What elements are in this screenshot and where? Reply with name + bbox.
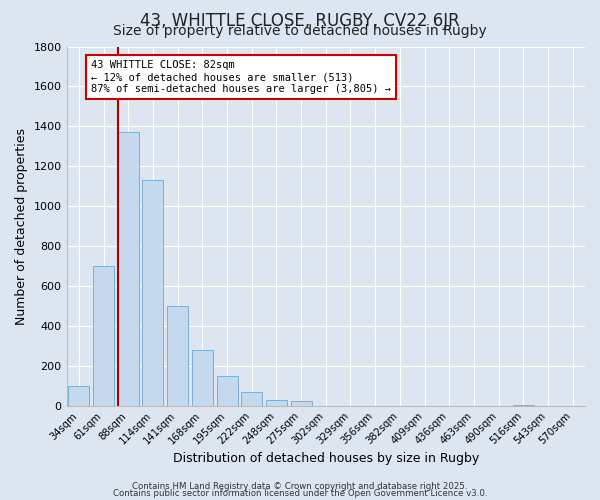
- Bar: [68, 386, 89, 406]
- Bar: [241, 392, 262, 406]
- Bar: [118, 132, 139, 406]
- Y-axis label: Number of detached properties: Number of detached properties: [15, 128, 28, 324]
- Text: Contains public sector information licensed under the Open Government Licence v3: Contains public sector information licen…: [113, 490, 487, 498]
- Text: 43 WHITTLE CLOSE: 82sqm
← 12% of detached houses are smaller (513)
87% of semi-d: 43 WHITTLE CLOSE: 82sqm ← 12% of detache…: [91, 60, 391, 94]
- Text: 43, WHITTLE CLOSE, RUGBY, CV22 6JR: 43, WHITTLE CLOSE, RUGBY, CV22 6JR: [140, 12, 460, 30]
- Bar: [192, 350, 213, 406]
- Text: Contains HM Land Registry data © Crown copyright and database right 2025.: Contains HM Land Registry data © Crown c…: [132, 482, 468, 491]
- Text: Size of property relative to detached houses in Rugby: Size of property relative to detached ho…: [113, 24, 487, 38]
- Bar: [217, 376, 238, 406]
- Bar: [142, 180, 163, 406]
- Bar: [93, 266, 114, 406]
- X-axis label: Distribution of detached houses by size in Rugby: Distribution of detached houses by size …: [173, 452, 479, 465]
- Bar: [290, 401, 311, 406]
- Bar: [266, 400, 287, 406]
- Bar: [513, 405, 534, 406]
- Bar: [167, 306, 188, 406]
